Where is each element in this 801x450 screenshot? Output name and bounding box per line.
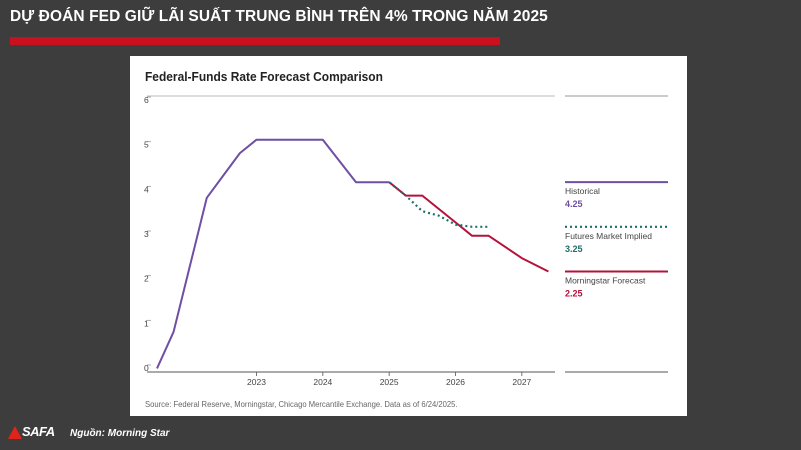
y-tick-label: 1 [144,318,149,328]
x-tick-label: 2026 [446,377,465,387]
x-tick-label: 2024 [313,377,332,387]
y-tick-label: 2 [144,274,149,284]
x-tick-label: 2027 [512,377,531,387]
legend-value-futures: 3.25 [565,244,583,254]
series-line-morningstar [388,181,549,273]
x-tick-label: 2025 [380,377,399,387]
y-tick-label: 4 [144,184,149,194]
headline-accent-bar [10,37,500,45]
logo-text: SAFA [22,424,55,439]
y-tick-label: 5 [144,140,149,150]
chart-source-note: Source: Federal Reserve, Morningstar, Ch… [145,399,458,409]
series-line-futures [388,181,489,228]
legend-value-historical: 4.25 [565,199,583,209]
headline-title: DỰ ĐOÁN FED GIỮ LÃI SUẤT TRUNG BÌNH TRÊN… [10,8,548,25]
legend-label-historical: Historical [565,186,600,196]
y-tick-label: 6 [144,95,149,105]
y-tick-label: 3 [144,229,149,239]
safa-logo: SAFA [8,424,55,442]
chart-svg: 0 1 2 3 4 5 6 2023 2024 2025 2026 2027 Historical 4.2… [144,95,668,387]
x-tick-label: 2023 [247,377,266,387]
legend-label-futures: Futures Market Implied [565,231,652,241]
chart-card: Federal-Funds Rate Forecast Comparison 0… [130,56,687,416]
chart-title: Federal-Funds Rate Forecast Comparison [145,69,383,84]
legend-label-morningstar: Morningstar Forecast [565,276,646,286]
y-tick-label: 0 [144,363,149,373]
legend-value-morningstar: 2.25 [565,289,583,299]
logo-triangle-icon [8,426,22,439]
footer-source: Nguồn: Morning Star [70,428,170,439]
series-line-historical [156,138,390,369]
